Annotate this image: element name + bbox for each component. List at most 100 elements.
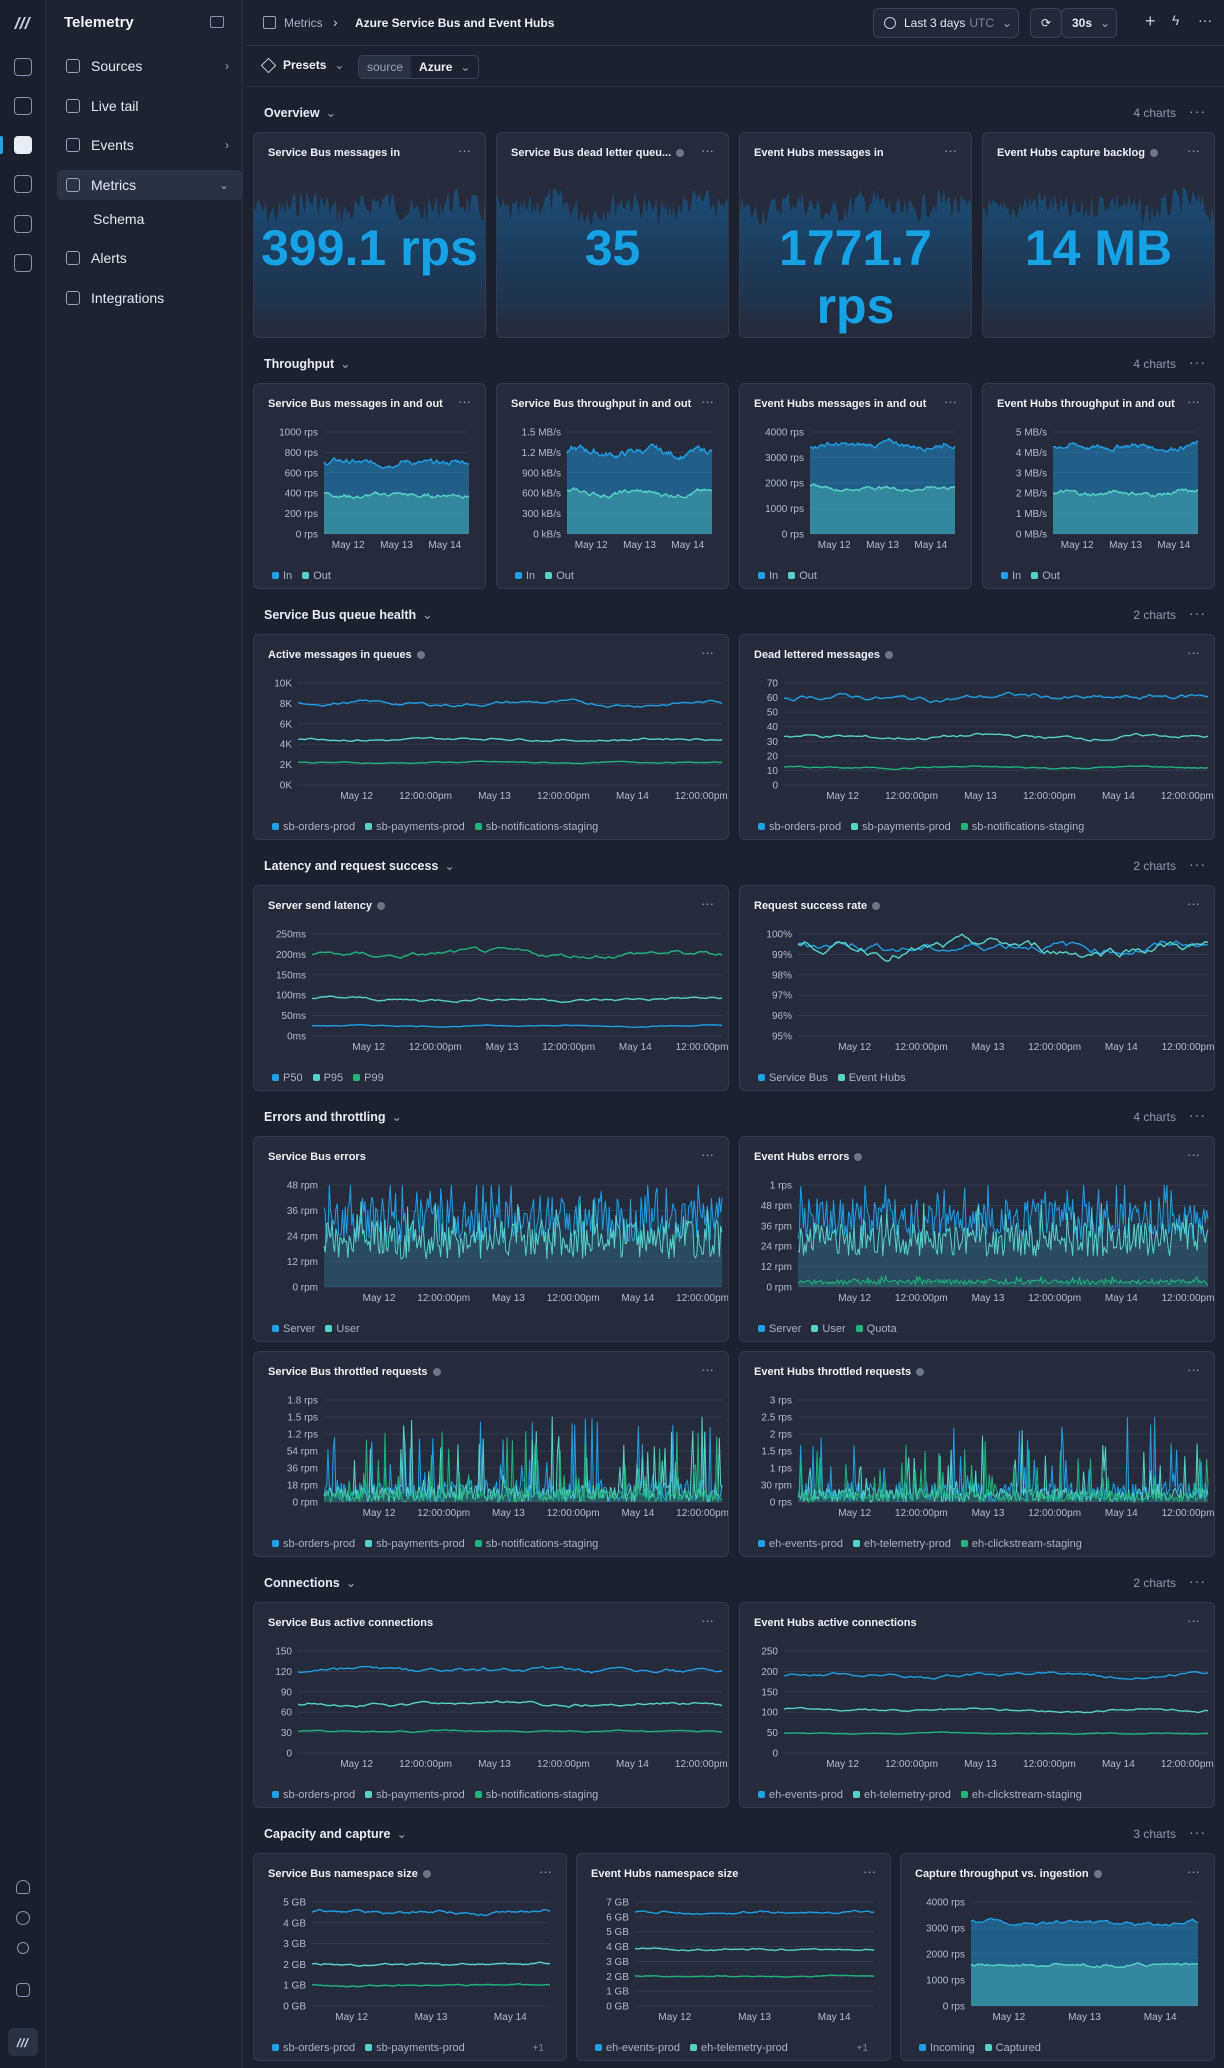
nav-events[interactable]: Events › [57, 130, 243, 160]
chart-menu-icon[interactable]: ··· [539, 1864, 552, 1879]
telemetry-icon[interactable] [14, 136, 32, 154]
document-icon[interactable] [14, 215, 32, 233]
legend-item[interactable]: sb-orders-prod [272, 1538, 355, 1550]
chart-menu-icon[interactable]: ··· [458, 143, 471, 158]
breadcrumb-metrics[interactable]: Metrics [284, 16, 323, 30]
settings-list-icon[interactable] [14, 254, 32, 272]
more-icon[interactable]: ··· [1198, 12, 1212, 28]
chart-card[interactable]: Active messages in queues ··· 10K 8K 6K 4K 2K 0… [253, 634, 729, 840]
legend-item[interactable]: sb-orders-prod [272, 2042, 355, 2054]
chat-icon[interactable] [16, 1911, 30, 1925]
section-more-icon[interactable]: ··· [1189, 1573, 1206, 1589]
legend-item[interactable]: sb-orders-prod [272, 1789, 355, 1801]
chart-menu-icon[interactable]: ··· [1187, 1864, 1200, 1879]
chart-menu-icon[interactable]: ··· [1187, 143, 1200, 158]
legend-item[interactable]: P95 [312, 1072, 343, 1084]
legend-item[interactable]: sb-payments-prod [851, 821, 951, 833]
info-icon[interactable] [884, 651, 893, 660]
section-capacity[interactable]: Capacity and capture ⌄ [264, 1827, 407, 1841]
legend-item[interactable]: sb-notifications-staging [474, 1789, 598, 1801]
info-icon[interactable] [1093, 1870, 1102, 1879]
chart-menu-icon[interactable]: ··· [944, 394, 957, 409]
info-icon[interactable] [872, 902, 881, 911]
chart-card[interactable]: Service Bus active connections ··· 150 120 9… [253, 1602, 729, 1808]
grid-icon[interactable] [16, 1983, 30, 1997]
legend-item[interactable]: In [758, 570, 778, 582]
legend-item[interactable]: sb-notifications-staging [960, 821, 1084, 833]
legend-item[interactable]: eh-telemetry-prod [853, 1538, 951, 1550]
legend-item[interactable]: Server [758, 1323, 801, 1335]
legend-item[interactable]: Server [272, 1323, 315, 1335]
section-latency[interactable]: Latency and request success ⌄ [264, 859, 455, 873]
chart-card[interactable]: Event Hubs active connections ··· 250 200 15… [739, 1602, 1215, 1808]
chart-menu-icon[interactable]: ··· [1187, 394, 1200, 409]
chart-card[interactable]: Event Hubs errors ··· 1 rps 48 rpm 36 rpm 24 … [739, 1136, 1215, 1342]
nav-integrations[interactable]: Integrations [57, 283, 243, 313]
chart-menu-icon[interactable]: ··· [701, 1613, 714, 1628]
nav-schema[interactable]: Schema [93, 211, 145, 227]
section-more-icon[interactable]: ··· [1189, 103, 1206, 119]
chart-card[interactable]: Request success rate ··· 100% 99% 98% 97% 96% 9… [739, 885, 1215, 1091]
legend-item[interactable]: sb-payments-prod [365, 1789, 465, 1801]
info-icon[interactable] [676, 149, 685, 158]
chart-card[interactable]: Event Hubs messages in and out ··· 4000 rp… [739, 383, 972, 589]
nav-sources[interactable]: Sources › [57, 51, 243, 81]
chart-menu-icon[interactable]: ··· [1187, 896, 1200, 911]
legend-item[interactable]: In [515, 570, 535, 582]
section-more-icon[interactable]: ··· [1189, 1824, 1206, 1840]
info-icon[interactable] [422, 1870, 431, 1879]
chart-menu-icon[interactable]: ··· [701, 143, 714, 158]
chart-menu-icon[interactable]: ··· [1187, 645, 1200, 660]
bolt-icon[interactable]: ϟ [1172, 12, 1180, 28]
legend-item[interactable]: sb-orders-prod [272, 821, 355, 833]
legend-item[interactable]: sb-payments-prod [365, 2042, 465, 2054]
dashboard-add-icon[interactable] [14, 58, 32, 76]
chart-card[interactable]: Event Hubs namespace size ··· 7 GB 6 GB 5 GB… [576, 1853, 891, 2061]
chart-card[interactable]: Service Bus errors ··· 48 rpm 36 rpm 24 rpm 1… [253, 1136, 729, 1342]
chart-card[interactable]: Service Bus throttled requests ··· 1.8 rps… [253, 1351, 729, 1557]
chart-card[interactable]: Event Hubs throughput in and out ··· 5 MB/… [982, 383, 1215, 589]
presets-button[interactable]: Presets ⌄ [260, 57, 344, 73]
time-range-button[interactable]: Last 3 days UTC ⌄ [873, 8, 1019, 38]
legend-item[interactable]: User [325, 1323, 360, 1335]
legend-item[interactable]: eh-telemetry-prod [690, 2042, 788, 2054]
chart-card[interactable]: Event Hubs messages in ··· 1771.7 rps [739, 132, 972, 338]
chart-menu-icon[interactable]: ··· [863, 1864, 876, 1879]
section-errors[interactable]: Errors and throttling ⌄ [264, 1110, 403, 1124]
section-more-icon[interactable]: ··· [1189, 856, 1206, 872]
account-avatar[interactable] [8, 2028, 38, 2056]
chart-menu-icon[interactable]: ··· [701, 645, 714, 660]
legend-item[interactable]: P99 [353, 1072, 384, 1084]
logo-icon[interactable] [13, 14, 33, 30]
info-icon[interactable] [916, 1368, 925, 1377]
legend-item[interactable]: P50 [272, 1072, 303, 1084]
chart-menu-icon[interactable]: ··· [1187, 1613, 1200, 1628]
section-connections[interactable]: Connections ⌄ [264, 1576, 357, 1590]
chart-menu-icon[interactable]: ··· [1187, 1147, 1200, 1162]
section-more-icon[interactable]: ··· [1189, 605, 1206, 621]
chart-card[interactable]: Service Bus messages in ··· 399.1 rps [253, 132, 486, 338]
legend-item[interactable]: sb-orders-prod [758, 821, 841, 833]
legend-item[interactable]: eh-events-prod [758, 1538, 843, 1550]
nav-metrics[interactable]: Metrics ⌄ [57, 170, 243, 200]
chart-menu-icon[interactable]: ··· [944, 143, 957, 158]
source-filter-chip[interactable]: source Azure ⌄ [358, 55, 480, 79]
info-icon[interactable] [854, 1153, 863, 1162]
legend-item[interactable]: Captured [984, 2042, 1041, 2054]
info-icon[interactable] [14, 175, 32, 193]
legend-item[interactable]: sb-payments-prod [365, 821, 465, 833]
legend-item[interactable]: In [272, 570, 292, 582]
chart-menu-icon[interactable]: ··· [458, 394, 471, 409]
chart-card[interactable]: Capture throughput vs. ingestion ··· 4000 … [900, 1853, 1215, 2061]
legend-item[interactable]: sb-notifications-staging [474, 821, 598, 833]
legend-item[interactable]: Incoming [919, 2042, 975, 2054]
info-icon[interactable] [1149, 149, 1158, 158]
chart-card[interactable]: Server send latency ··· 250ms 200ms 150ms 100… [253, 885, 729, 1091]
legend-item[interactable]: User [811, 1323, 846, 1335]
refresh-interval-select[interactable]: 30s ⌄ [1061, 8, 1117, 38]
nav-alerts[interactable]: Alerts [57, 243, 243, 273]
legend-item[interactable]: Out [1031, 570, 1060, 582]
section-overview[interactable]: Overview ⌄ [264, 106, 337, 120]
refresh-button[interactable]: ⟳ [1030, 8, 1062, 38]
chart-card[interactable]: Event Hubs throttled requests ··· 3 rps 2.5… [739, 1351, 1215, 1557]
